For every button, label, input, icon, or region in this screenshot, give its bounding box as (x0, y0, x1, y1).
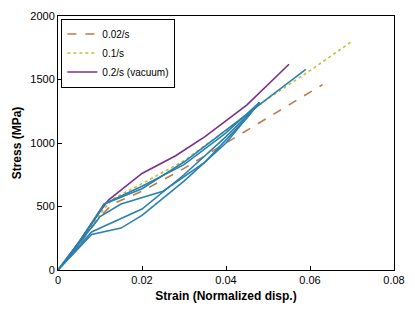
svg-text:Strain (Normalized disp.): Strain (Normalized disp.) (155, 289, 296, 303)
svg-text:0.02: 0.02 (131, 274, 152, 286)
svg-text:0.06: 0.06 (299, 274, 320, 286)
svg-text:0.1/s: 0.1/s (102, 48, 124, 59)
svg-text:0.08: 0.08 (383, 274, 404, 286)
svg-text:0.2/s (vacuum): 0.2/s (vacuum) (102, 67, 168, 78)
svg-text:500: 500 (36, 200, 54, 212)
svg-text:2000: 2000 (30, 10, 54, 22)
svg-text:1500: 1500 (30, 73, 54, 85)
svg-text:0.02/s: 0.02/s (102, 29, 129, 40)
svg-text:Stress (MPa): Stress (MPa) (10, 107, 24, 180)
svg-text:1000: 1000 (30, 137, 54, 149)
svg-text:0: 0 (55, 274, 61, 286)
svg-text:0: 0 (49, 264, 55, 276)
svg-text:0.04: 0.04 (215, 274, 236, 286)
